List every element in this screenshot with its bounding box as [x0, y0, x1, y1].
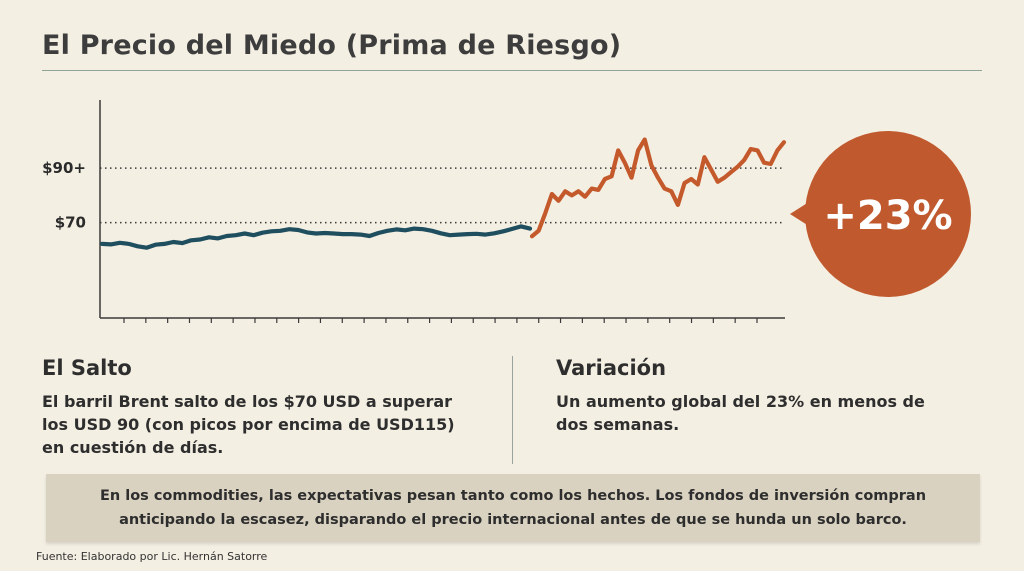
right-panel-body: Un aumento global del 23% en menos de do… — [556, 390, 925, 436]
series-line-1 — [99, 224, 533, 250]
panel-divider — [512, 356, 513, 464]
bubble-circle — [805, 131, 971, 297]
left-panel-line: en cuestión de días. — [42, 438, 224, 457]
y-tick-label: $70 — [55, 214, 86, 232]
bubble-pointer — [790, 200, 812, 228]
insight-text: En los commodities, las expectativas pes… — [66, 484, 960, 532]
insight-box: En los commodities, las expectativas pes… — [46, 474, 980, 542]
insight-line: anticipando la escasez, disparando el pr… — [119, 512, 907, 528]
right-panel-line: dos semanas. — [556, 415, 680, 434]
left-panel-line: El barril Brent salto de los $70 USD a s… — [42, 392, 453, 411]
series-line-2 — [529, 137, 787, 239]
y-tick-label: $90+ — [42, 159, 86, 177]
left-panel-body: El barril Brent salto de los $70 USD a s… — [42, 390, 455, 459]
insight-line: En los commodities, las expectativas pes… — [99, 488, 927, 504]
axis-layer: $70 $90+ — [42, 100, 785, 323]
right-panel-title: Variación — [556, 356, 667, 380]
grid-layer — [100, 167, 785, 224]
title-divider — [42, 70, 982, 71]
left-panel-title: El Salto — [42, 356, 132, 380]
left-panel-line: los USD 90 (con picos por encima de USD1… — [42, 415, 455, 434]
change-bubble: +23% — [790, 131, 971, 297]
right-panel-line: Un aumento global del 23% en menos de — [556, 392, 925, 411]
source-note: Fuente: Elaborado por Lic. Hernán Satorr… — [36, 550, 268, 563]
series-layer — [99, 137, 787, 250]
price-line-chart: $70 $90+ +23% — [42, 100, 971, 323]
bubble-label: +23% — [823, 193, 952, 239]
page-title: El Precio del Miedo (Prima de Riesgo) — [42, 30, 622, 61]
